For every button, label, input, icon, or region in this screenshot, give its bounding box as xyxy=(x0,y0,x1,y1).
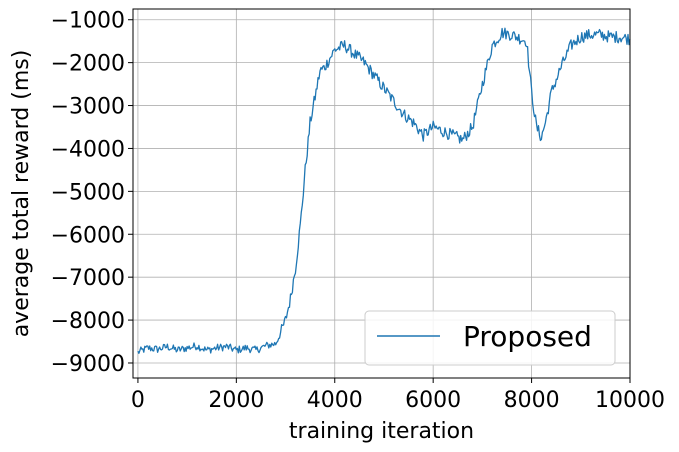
y-tick-label: −5000 xyxy=(51,180,125,205)
legend: Proposed xyxy=(364,310,616,366)
legend-box xyxy=(364,310,616,366)
y-axis-ticks: −1000 −2000 −3000 −4000 −5000 −6000 −7000 −8000… xyxy=(51,9,133,377)
x-tick-label: 4000 xyxy=(307,388,363,413)
series-line-proposed xyxy=(137,27,631,354)
y-tick-label: −3000 xyxy=(51,95,125,120)
plot-frame xyxy=(132,8,631,379)
x-tick-label: 0 xyxy=(131,388,145,413)
x-axis-ticks: 0 2000 4000 6000 8000 10000 xyxy=(131,378,665,413)
y-tick-label: −1000 xyxy=(51,9,125,34)
series-layer xyxy=(137,27,631,354)
x-tick-label: 2000 xyxy=(208,388,264,413)
legend-label-proposed: Proposed xyxy=(463,320,592,353)
y-tick-label: −8000 xyxy=(51,309,125,334)
x-tick-label: 10000 xyxy=(595,388,665,413)
y-tick-label: −7000 xyxy=(51,266,125,291)
y-tick-label: −2000 xyxy=(51,52,125,77)
x-axis-label: training iteration xyxy=(289,419,474,444)
y-tick-label: −4000 xyxy=(51,137,125,162)
y-tick-label: −6000 xyxy=(51,223,125,248)
y-tick-label: −9000 xyxy=(51,352,125,377)
y-axis-label: average total reward (ms) xyxy=(9,50,34,338)
x-tick-label: 8000 xyxy=(504,388,560,413)
x-tick-label: 6000 xyxy=(405,388,461,413)
